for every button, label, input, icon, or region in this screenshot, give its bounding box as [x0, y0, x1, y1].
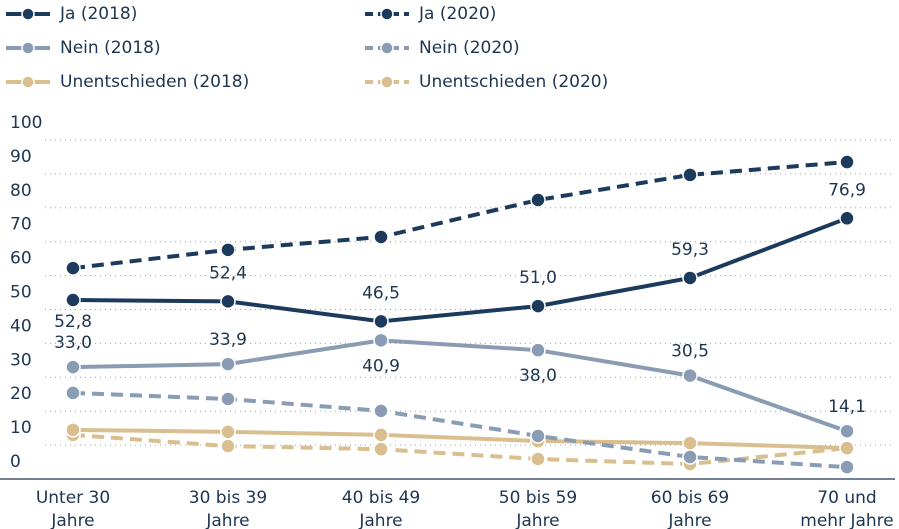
legend-label: Ja (2018) [59, 4, 137, 24]
data-label: 40,9 [362, 356, 400, 376]
y-tick-label: 80 [10, 181, 32, 201]
data-point [839, 440, 855, 456]
data-label: 38,0 [519, 366, 557, 386]
data-point [839, 210, 855, 227]
data-label: 76,9 [828, 180, 866, 200]
data-point [839, 423, 855, 439]
y-tick-label: 40 [10, 316, 32, 336]
data-point [220, 391, 236, 407]
data-point [682, 270, 698, 286]
y-tick-label: 90 [10, 147, 32, 167]
data-label: 46,5 [362, 283, 400, 303]
series-line [72, 427, 848, 451]
y-tick-label: 70 [10, 215, 32, 235]
x-tick-label: Jahre [358, 511, 402, 529]
data-point [530, 342, 546, 358]
data-point [530, 298, 546, 314]
legend-item: Ja (2020) [365, 4, 496, 24]
x-tick-label: 70 und [817, 488, 876, 508]
y-tick-label: 20 [10, 384, 32, 404]
data-point [373, 229, 389, 245]
x-tick-label: Jahre [50, 511, 94, 529]
legend-item: Nein (2018) [6, 38, 161, 58]
data-point [682, 449, 698, 465]
x-tick-label: Jahre [515, 511, 559, 529]
legend-marker [380, 41, 394, 55]
series-line [72, 390, 848, 470]
legend-label: Unentschieden (2018) [60, 72, 249, 92]
data-label: 52,4 [209, 263, 247, 283]
data-point [373, 332, 389, 349]
legend-item: Unentschieden (2020) [365, 72, 608, 92]
data-point [65, 260, 81, 276]
data-label: 14,1 [828, 397, 866, 417]
x-tick-label: Jahre [667, 511, 711, 529]
data-label: 33,0 [54, 333, 92, 353]
x-tick-label: mehr Jahre [800, 511, 893, 529]
x-tick-label: 40 bis 49 [342, 488, 420, 508]
data-point [530, 428, 546, 444]
legend-marker [21, 41, 35, 55]
data-label: 52,8 [54, 312, 92, 332]
data-point [682, 167, 698, 183]
x-tick-label: 50 bis 59 [499, 488, 577, 508]
data-point [65, 422, 81, 438]
data-point [373, 313, 389, 330]
legend-marker [21, 7, 35, 21]
data-label: 30,5 [671, 342, 709, 362]
legend-label: Unentschieden (2020) [419, 72, 608, 92]
legend-label: Nein (2020) [419, 38, 520, 58]
data-point [373, 441, 389, 457]
legend-item: Nein (2020) [365, 38, 520, 58]
data-point [220, 356, 236, 372]
legend-marker [380, 7, 394, 21]
x-tick-label: Jahre [205, 511, 249, 529]
y-tick-label: 0 [10, 452, 21, 472]
legend-item: Ja (2018) [6, 4, 137, 24]
data-point [65, 292, 81, 308]
data-point [530, 192, 546, 208]
y-tick-label: 100 [10, 113, 42, 133]
data-label: 59,3 [671, 240, 709, 260]
data-point [682, 435, 698, 451]
data-point [839, 459, 855, 475]
legend-item: Unentschieden (2018) [6, 72, 249, 92]
x-tick-label: Unter 30 [36, 488, 110, 508]
legend-marker [21, 75, 35, 89]
data-label: 51,0 [519, 268, 557, 288]
data-point [220, 293, 236, 310]
y-tick-label: 50 [10, 283, 32, 303]
legend-label: Ja (2020) [418, 4, 496, 24]
series-line [72, 160, 848, 271]
data-point [682, 367, 698, 384]
y-tick-label: 60 [10, 249, 32, 269]
series-line [72, 338, 848, 434]
y-tick-label: 30 [10, 350, 32, 370]
legend-label: Nein (2018) [60, 38, 161, 58]
data-point [373, 427, 389, 443]
data-point [65, 359, 81, 375]
data-point [530, 451, 546, 467]
data-label: 33,9 [209, 330, 247, 350]
data-point [65, 385, 81, 401]
data-point [220, 242, 236, 258]
series-line [72, 432, 848, 467]
data-point [220, 438, 236, 454]
legend-marker [380, 75, 394, 89]
x-tick-label: 60 bis 69 [651, 488, 729, 508]
y-tick-label: 10 [10, 418, 32, 438]
data-point [839, 154, 855, 170]
data-point [373, 403, 389, 419]
series-line [72, 216, 848, 324]
data-point [220, 424, 236, 440]
x-tick-label: 30 bis 39 [189, 488, 267, 508]
